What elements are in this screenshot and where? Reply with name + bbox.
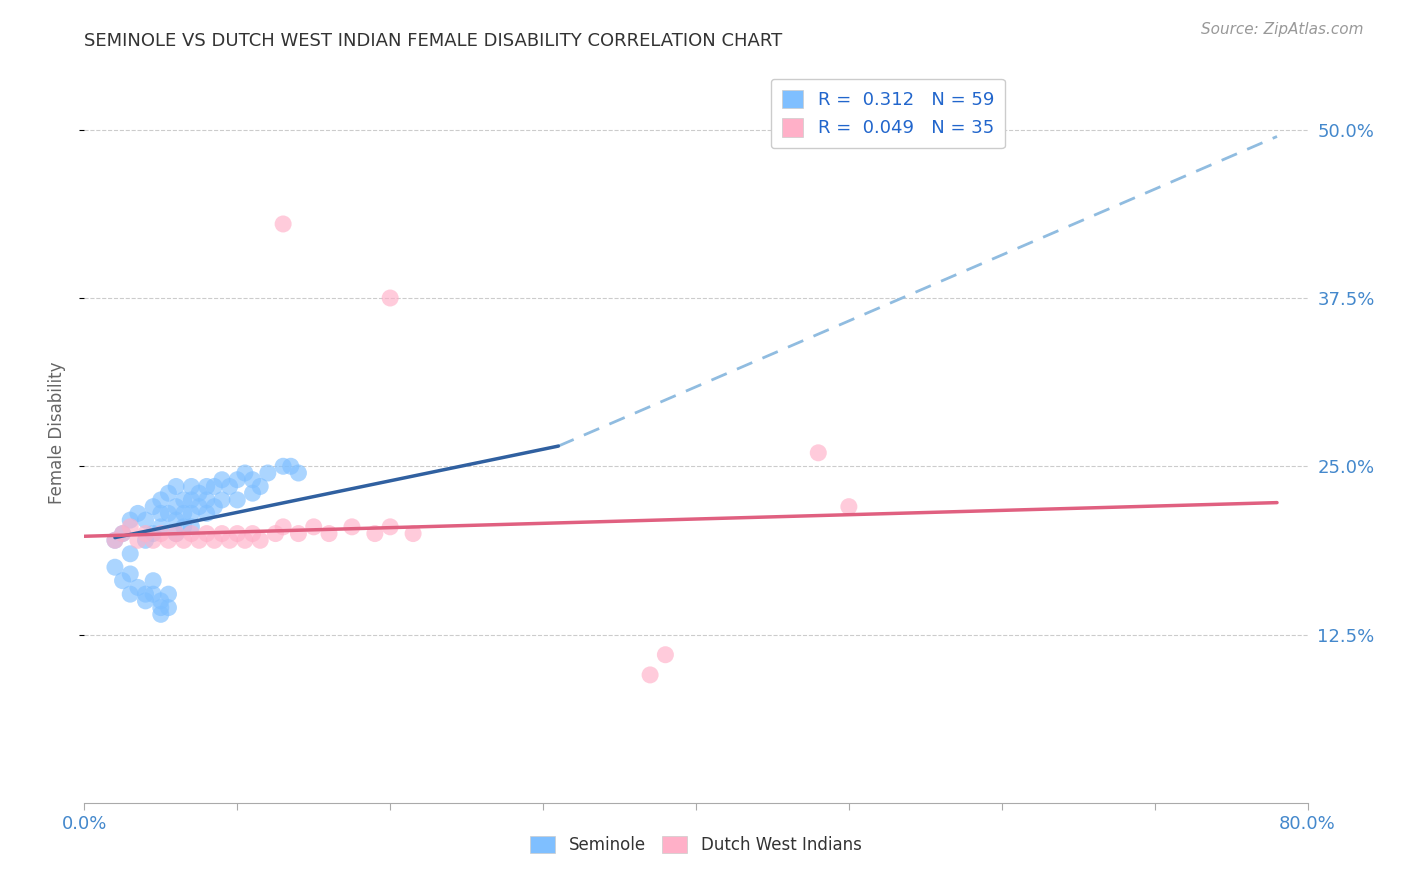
Point	[173, 520, 195, 534]
Point	[249, 479, 271, 493]
Point	[127, 507, 149, 521]
Point	[242, 473, 264, 487]
Point	[302, 520, 325, 534]
Point	[287, 466, 309, 480]
Point	[149, 507, 172, 521]
Point	[135, 594, 157, 608]
Point	[195, 492, 218, 507]
Point	[173, 492, 195, 507]
Point	[180, 520, 202, 534]
Point	[242, 526, 264, 541]
Point	[202, 479, 225, 493]
Point	[149, 520, 172, 534]
Point	[157, 587, 180, 601]
Point	[165, 500, 187, 514]
Point	[104, 533, 127, 548]
Point	[104, 560, 127, 574]
Point	[142, 526, 165, 541]
Point	[188, 533, 211, 548]
Point	[149, 526, 172, 541]
Point	[149, 600, 172, 615]
Point	[402, 526, 425, 541]
Point	[111, 574, 134, 588]
Point	[838, 500, 860, 514]
Point	[157, 486, 180, 500]
Point	[142, 587, 165, 601]
Point	[211, 526, 233, 541]
Point	[257, 466, 280, 480]
Point	[135, 526, 157, 541]
Point	[638, 668, 661, 682]
Point	[218, 479, 240, 493]
Point	[271, 459, 294, 474]
Point	[380, 291, 402, 305]
Point	[142, 500, 165, 514]
Point	[120, 513, 142, 527]
Legend: Seminole, Dutch West Indians: Seminole, Dutch West Indians	[523, 830, 869, 861]
Point	[271, 520, 294, 534]
Point	[173, 507, 195, 521]
Point	[157, 507, 180, 521]
Point	[364, 526, 387, 541]
Point	[149, 594, 172, 608]
Point	[287, 526, 309, 541]
Point	[195, 507, 218, 521]
Point	[380, 520, 402, 534]
Point	[157, 600, 180, 615]
Point	[226, 492, 249, 507]
Point	[202, 533, 225, 548]
Point	[180, 492, 202, 507]
Point	[233, 466, 256, 480]
Point	[120, 566, 142, 581]
Point	[180, 526, 202, 541]
Point	[135, 533, 157, 548]
Point	[149, 607, 172, 622]
Point	[135, 587, 157, 601]
Point	[188, 500, 211, 514]
Point	[249, 533, 271, 548]
Point	[111, 526, 134, 541]
Point	[104, 533, 127, 548]
Point	[180, 479, 202, 493]
Point	[165, 513, 187, 527]
Point	[271, 217, 294, 231]
Point	[202, 500, 225, 514]
Point	[120, 587, 142, 601]
Point	[218, 533, 240, 548]
Point	[127, 533, 149, 548]
Y-axis label: Female Disability: Female Disability	[48, 361, 66, 504]
Point	[188, 486, 211, 500]
Point	[211, 492, 233, 507]
Point	[165, 526, 187, 541]
Point	[226, 526, 249, 541]
Point	[318, 526, 340, 541]
Point	[142, 574, 165, 588]
Point	[264, 526, 287, 541]
Point	[233, 533, 256, 548]
Point	[807, 446, 830, 460]
Point	[127, 581, 149, 595]
Point	[149, 492, 172, 507]
Point	[120, 547, 142, 561]
Point	[654, 648, 676, 662]
Point	[142, 533, 165, 548]
Point	[111, 526, 134, 541]
Point	[157, 533, 180, 548]
Point	[242, 486, 264, 500]
Text: Source: ZipAtlas.com: Source: ZipAtlas.com	[1201, 22, 1364, 37]
Point	[135, 513, 157, 527]
Point	[226, 473, 249, 487]
Point	[195, 526, 218, 541]
Point	[195, 479, 218, 493]
Point	[165, 479, 187, 493]
Point	[173, 533, 195, 548]
Point	[180, 507, 202, 521]
Point	[340, 520, 363, 534]
Point	[120, 520, 142, 534]
Point	[211, 473, 233, 487]
Text: SEMINOLE VS DUTCH WEST INDIAN FEMALE DISABILITY CORRELATION CHART: SEMINOLE VS DUTCH WEST INDIAN FEMALE DIS…	[84, 32, 783, 50]
Point	[165, 526, 187, 541]
Point	[280, 459, 302, 474]
